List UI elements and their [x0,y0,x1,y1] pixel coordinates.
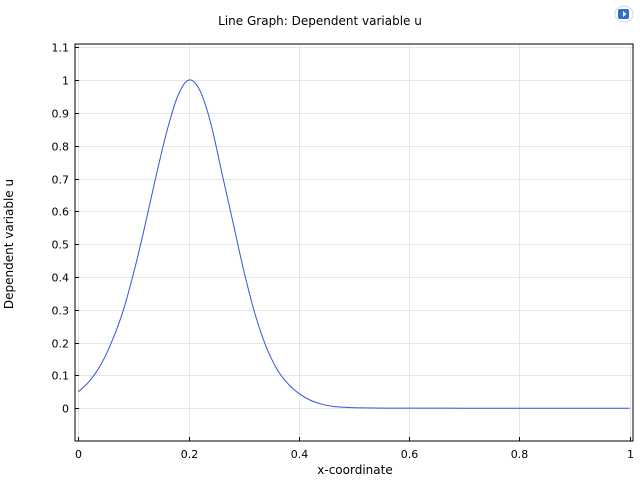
y-tick-label: 1.1 [52,42,70,55]
y-axis-label: Dependent variable u [2,178,16,310]
toolbar-icon[interactable] [614,5,634,23]
series-line [77,79,630,409]
x-tick-label: 0.4 [291,448,309,461]
grid-lines [75,44,633,441]
y-tick-label: 1 [62,75,69,88]
x-tick-label: 1 [627,448,634,461]
chart-title: Line Graph: Dependent variable u [218,14,422,28]
x-tick-label: 0.8 [511,448,529,461]
x-axis-ticks: 0 0.2 0.4 0.6 0.8 1 [75,437,634,461]
y-tick-label: 0.7 [52,174,70,187]
y-tick-label: 0.5 [52,239,70,252]
y-tick-label: 0.3 [52,305,70,318]
y-tick-label: 0 [62,403,69,416]
y-tick-label: 0.9 [52,108,70,121]
y-tick-label: 0.6 [52,206,70,219]
x-tick-label: 0.2 [181,448,199,461]
y-tick-label: 0.4 [52,272,70,285]
plot-area-frame [74,43,634,442]
x-axis-label: x-coordinate [317,463,393,477]
y-tick-label: 0.8 [52,141,70,154]
y-tick-label: 0.2 [52,338,70,351]
x-tick-label: 0 [75,448,82,461]
x-tick-label: 0.6 [401,448,419,461]
y-axis-ticks: 0 0.1 0.2 0.3 0.4 0.5 0.6 0.7 0.8 0.9 1 1.1 [52,42,79,416]
y-tick-label: 0.1 [52,370,70,383]
